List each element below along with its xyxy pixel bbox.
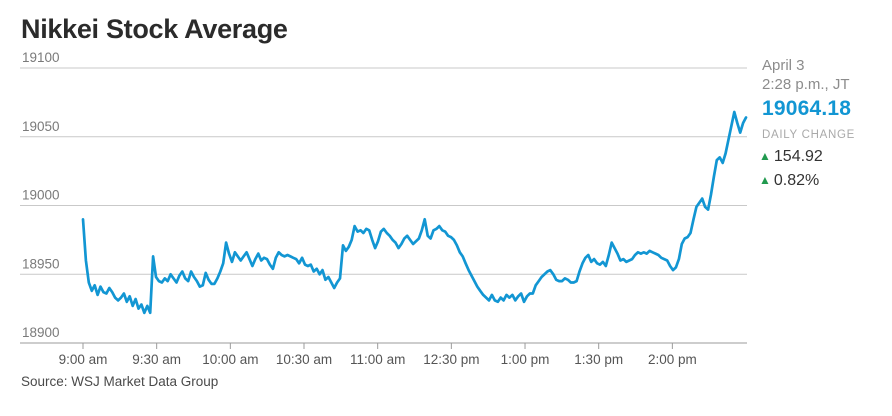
page-title: Nikkei Stock Average bbox=[21, 14, 288, 44]
y-axis-label: 18900 bbox=[22, 325, 60, 340]
y-axis-label: 19050 bbox=[22, 119, 60, 134]
change-absolute-value: 154.92 bbox=[773, 148, 823, 165]
x-axis-label: 10:30 am bbox=[276, 352, 332, 367]
x-axis-label: 9:30 am bbox=[132, 352, 181, 367]
quote-panel: April 3 2:28 p.m., JT 19064.18 DAILY CHA… bbox=[759, 56, 891, 190]
y-axis-label: 18950 bbox=[22, 256, 60, 271]
x-axis-label: 1:00 pm bbox=[501, 352, 550, 367]
x-axis-label: 11:00 am bbox=[350, 352, 405, 367]
x-axis-label: 12:30 pm bbox=[423, 352, 479, 367]
up-arrow-icon: ▲ bbox=[759, 149, 771, 163]
quote-last-price: 19064.18 bbox=[762, 97, 852, 120]
x-axis-label: 9:00 am bbox=[59, 352, 108, 367]
source-attribution: Source: WSJ Market Data Group bbox=[21, 374, 219, 389]
quote-date: April 3 bbox=[762, 57, 805, 74]
y-axis-label: 19100 bbox=[22, 50, 60, 65]
daily-change-absolute-row: ▲ 154.92 bbox=[759, 147, 891, 166]
price-line bbox=[81, 110, 748, 315]
daily-change-label: DAILY CHANGE bbox=[762, 129, 855, 141]
change-percent-value: 0.82% bbox=[773, 172, 820, 189]
daily-change-percent-row: ▲ 0.82% bbox=[759, 171, 891, 190]
x-axis-label: 1:30 pm bbox=[574, 352, 623, 367]
x-axis-label: 10:00 am bbox=[202, 352, 258, 367]
y-axis-label: 19000 bbox=[22, 188, 60, 203]
quote-time: 2:28 p.m., JT bbox=[762, 76, 850, 93]
up-arrow-icon: ▲ bbox=[759, 173, 771, 187]
x-axis-label: 2:00 pm bbox=[648, 352, 697, 367]
